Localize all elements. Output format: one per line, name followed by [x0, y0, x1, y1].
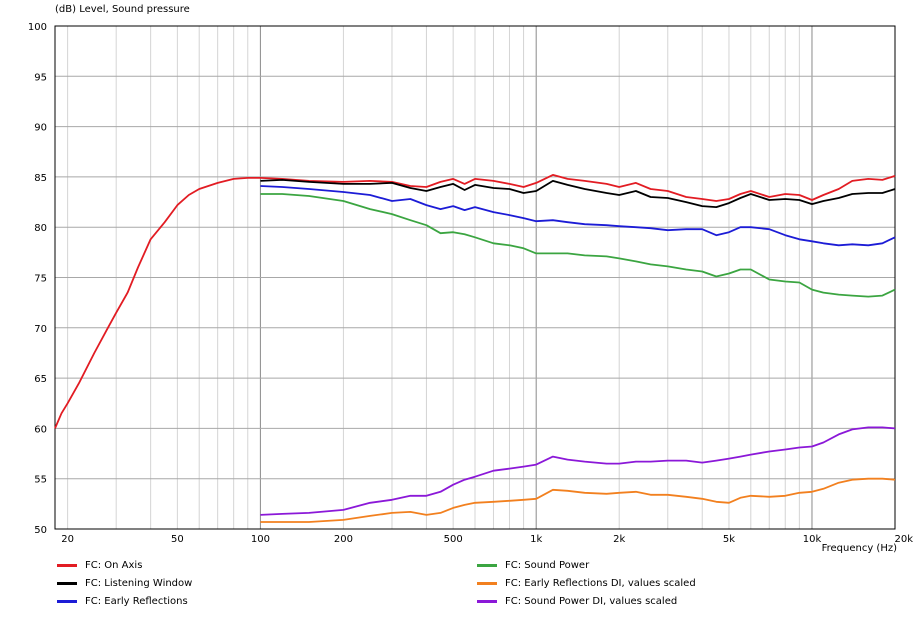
- legend-label: FC: Early Reflections: [85, 596, 188, 607]
- legend-item: FC: On Axis: [57, 559, 142, 573]
- tick-labels: 100 95 90 85 80 75 70 65 60 55 50 20 50 100 200 500 1k 2k…: [28, 22, 913, 545]
- x-tick-label: 2k: [613, 534, 625, 545]
- y-tick-label: 85: [34, 173, 47, 184]
- y-axis-label: (dB) Level, Sound pressure: [55, 4, 190, 15]
- legend-label: FC: Early Reflections DI, values scaled: [505, 578, 696, 589]
- legend-item: FC: Sound Power DI, values scaled: [477, 595, 677, 609]
- y-tick-label: 60: [34, 424, 47, 435]
- legend-item: FC: Early Reflections DI, values scaled: [477, 577, 696, 591]
- series-layer: [54, 174, 896, 523]
- legend-label: FC: Sound Power DI, values scaled: [505, 596, 678, 607]
- legend-item: FC: Sound Power: [477, 559, 589, 573]
- legend-swatch: [477, 599, 497, 603]
- y-tick-label: 55: [34, 475, 47, 486]
- legend-swatch: [477, 563, 497, 567]
- y-tick-label: 65: [34, 374, 47, 385]
- y-tick-label: 75: [34, 274, 47, 285]
- x-tick-label: 500: [444, 534, 463, 545]
- series-line: [260, 185, 896, 247]
- legend-item: FC: Early Reflections: [57, 595, 188, 609]
- x-tick-label: 20k: [894, 534, 913, 545]
- y-tick-label: 100: [28, 22, 47, 33]
- x-tick-label: 20: [61, 534, 74, 545]
- y-tick-label: 95: [34, 72, 47, 83]
- series-line: [260, 179, 896, 208]
- legend-label: FC: On Axis: [85, 560, 143, 571]
- y-tick-label: 90: [34, 123, 47, 134]
- x-tick-label: 100: [251, 534, 270, 545]
- x-tick-label: 200: [334, 534, 353, 545]
- series-line: [260, 477, 896, 523]
- x-tick-label: 5k: [723, 534, 735, 545]
- y-tick-label: 50: [34, 525, 47, 536]
- x-axis-label: Frequency (Hz): [821, 543, 897, 554]
- x-tick-label: 10k: [803, 534, 822, 545]
- series-line: [54, 174, 896, 429]
- legend-swatch: [57, 581, 77, 585]
- legend-label: FC: Listening Window: [85, 578, 193, 589]
- x-tick-label: 1k: [530, 534, 542, 545]
- legend-label: FC: Sound Power: [505, 560, 590, 571]
- legend-swatch: [477, 581, 497, 585]
- plot-frame: [54, 25, 896, 530]
- legend-swatch: [57, 563, 77, 567]
- series-line: [260, 193, 896, 298]
- x-tick-label: 50: [171, 534, 184, 545]
- y-tick-label: 70: [34, 324, 47, 335]
- series-line: [260, 426, 896, 516]
- legend-swatch: [57, 599, 77, 603]
- y-tick-label: 80: [34, 223, 47, 234]
- legend-item: FC: Listening Window: [57, 577, 192, 591]
